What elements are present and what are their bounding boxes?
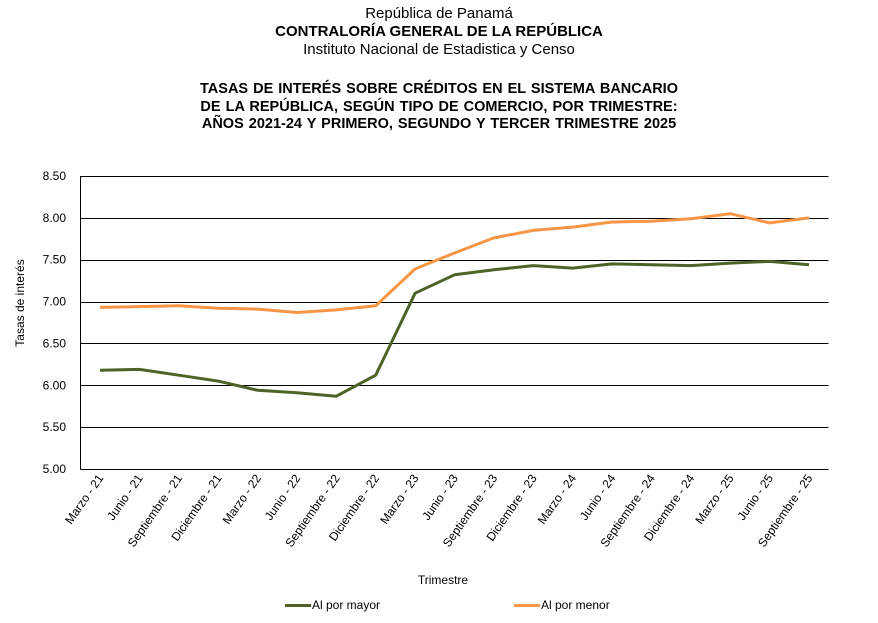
series-lines [99,212,810,398]
y-tick-label: 8.50 [43,169,67,183]
x-tick-label: Marzo - 24 [535,471,580,526]
country-name: República de Panamá [365,5,513,22]
x-tick-label: Marzo - 23 [377,471,422,526]
x-tick-label: Junio - 21 [104,471,146,522]
legend-item-al-por-menor: Al por menor [514,598,610,612]
gridlines [80,176,829,470]
y-tick-label: 8.00 [43,211,67,225]
y-tick-label: 6.50 [43,336,67,350]
y-axis-ticks: 5.00 5.50 6.00 6.50 7.00 7.50 8.00 8.50 [43,169,67,476]
chart-title: TASAS DE INTERÉS SOBRE CRÉDITOS EN EL SI… [0,81,878,134]
y-tick-label: 7.00 [43,295,67,309]
chart-title-line-2: DE LA REPÚBLICA, SEGÚN TIPO DE COMERCIO,… [200,98,678,115]
chart-title-line-3: AÑOS 2021-24 Y PRIMERO, SEGUNDO Y TERCER… [201,116,677,132]
legend-label-al-por-mayor: Al por mayor [312,598,381,612]
x-axis-title: Trimestre [418,573,469,587]
legend-swatch-al-por-menor [514,603,540,607]
y-tick-label: 5.50 [43,420,67,434]
x-tick-label: Junio - 22 [262,471,304,522]
x-tick-label: Marzo - 25 [692,471,737,526]
x-tick-label: Junio - 24 [577,471,619,522]
y-tick-label: 6.00 [43,378,67,392]
x-tick-label: Junio - 25 [734,471,776,522]
x-tick-label: Marzo - 21 [62,471,107,526]
x-tick-label: Junio - 23 [419,471,461,522]
legend-item-al-por-mayor: Al por mayor [285,598,380,612]
y-tick-label: 5.00 [43,462,67,476]
legend-swatch-al-por-mayor [285,603,311,607]
y-tick-label: 7.50 [43,253,67,267]
report-header: República de Panamá CONTRALORÍA GENERAL … [0,5,878,59]
institution-name: CONTRALORÍA GENERAL DE LA REPÚBLICA [275,23,603,40]
chart-title-line-1: TASAS DE INTERÉS SOBRE CRÉDITOS EN EL SI… [200,81,678,97]
series-line-al-por-menor [99,212,810,314]
y-axis-title: Tasas de interés [13,259,27,346]
institute-name: Instituto Nacional de Estadistica y Cens… [303,41,575,58]
x-tick-label: Marzo - 22 [220,471,265,526]
series-line-al-por-mayor [99,259,810,398]
legend-label-al-por-menor: Al por menor [541,598,610,612]
